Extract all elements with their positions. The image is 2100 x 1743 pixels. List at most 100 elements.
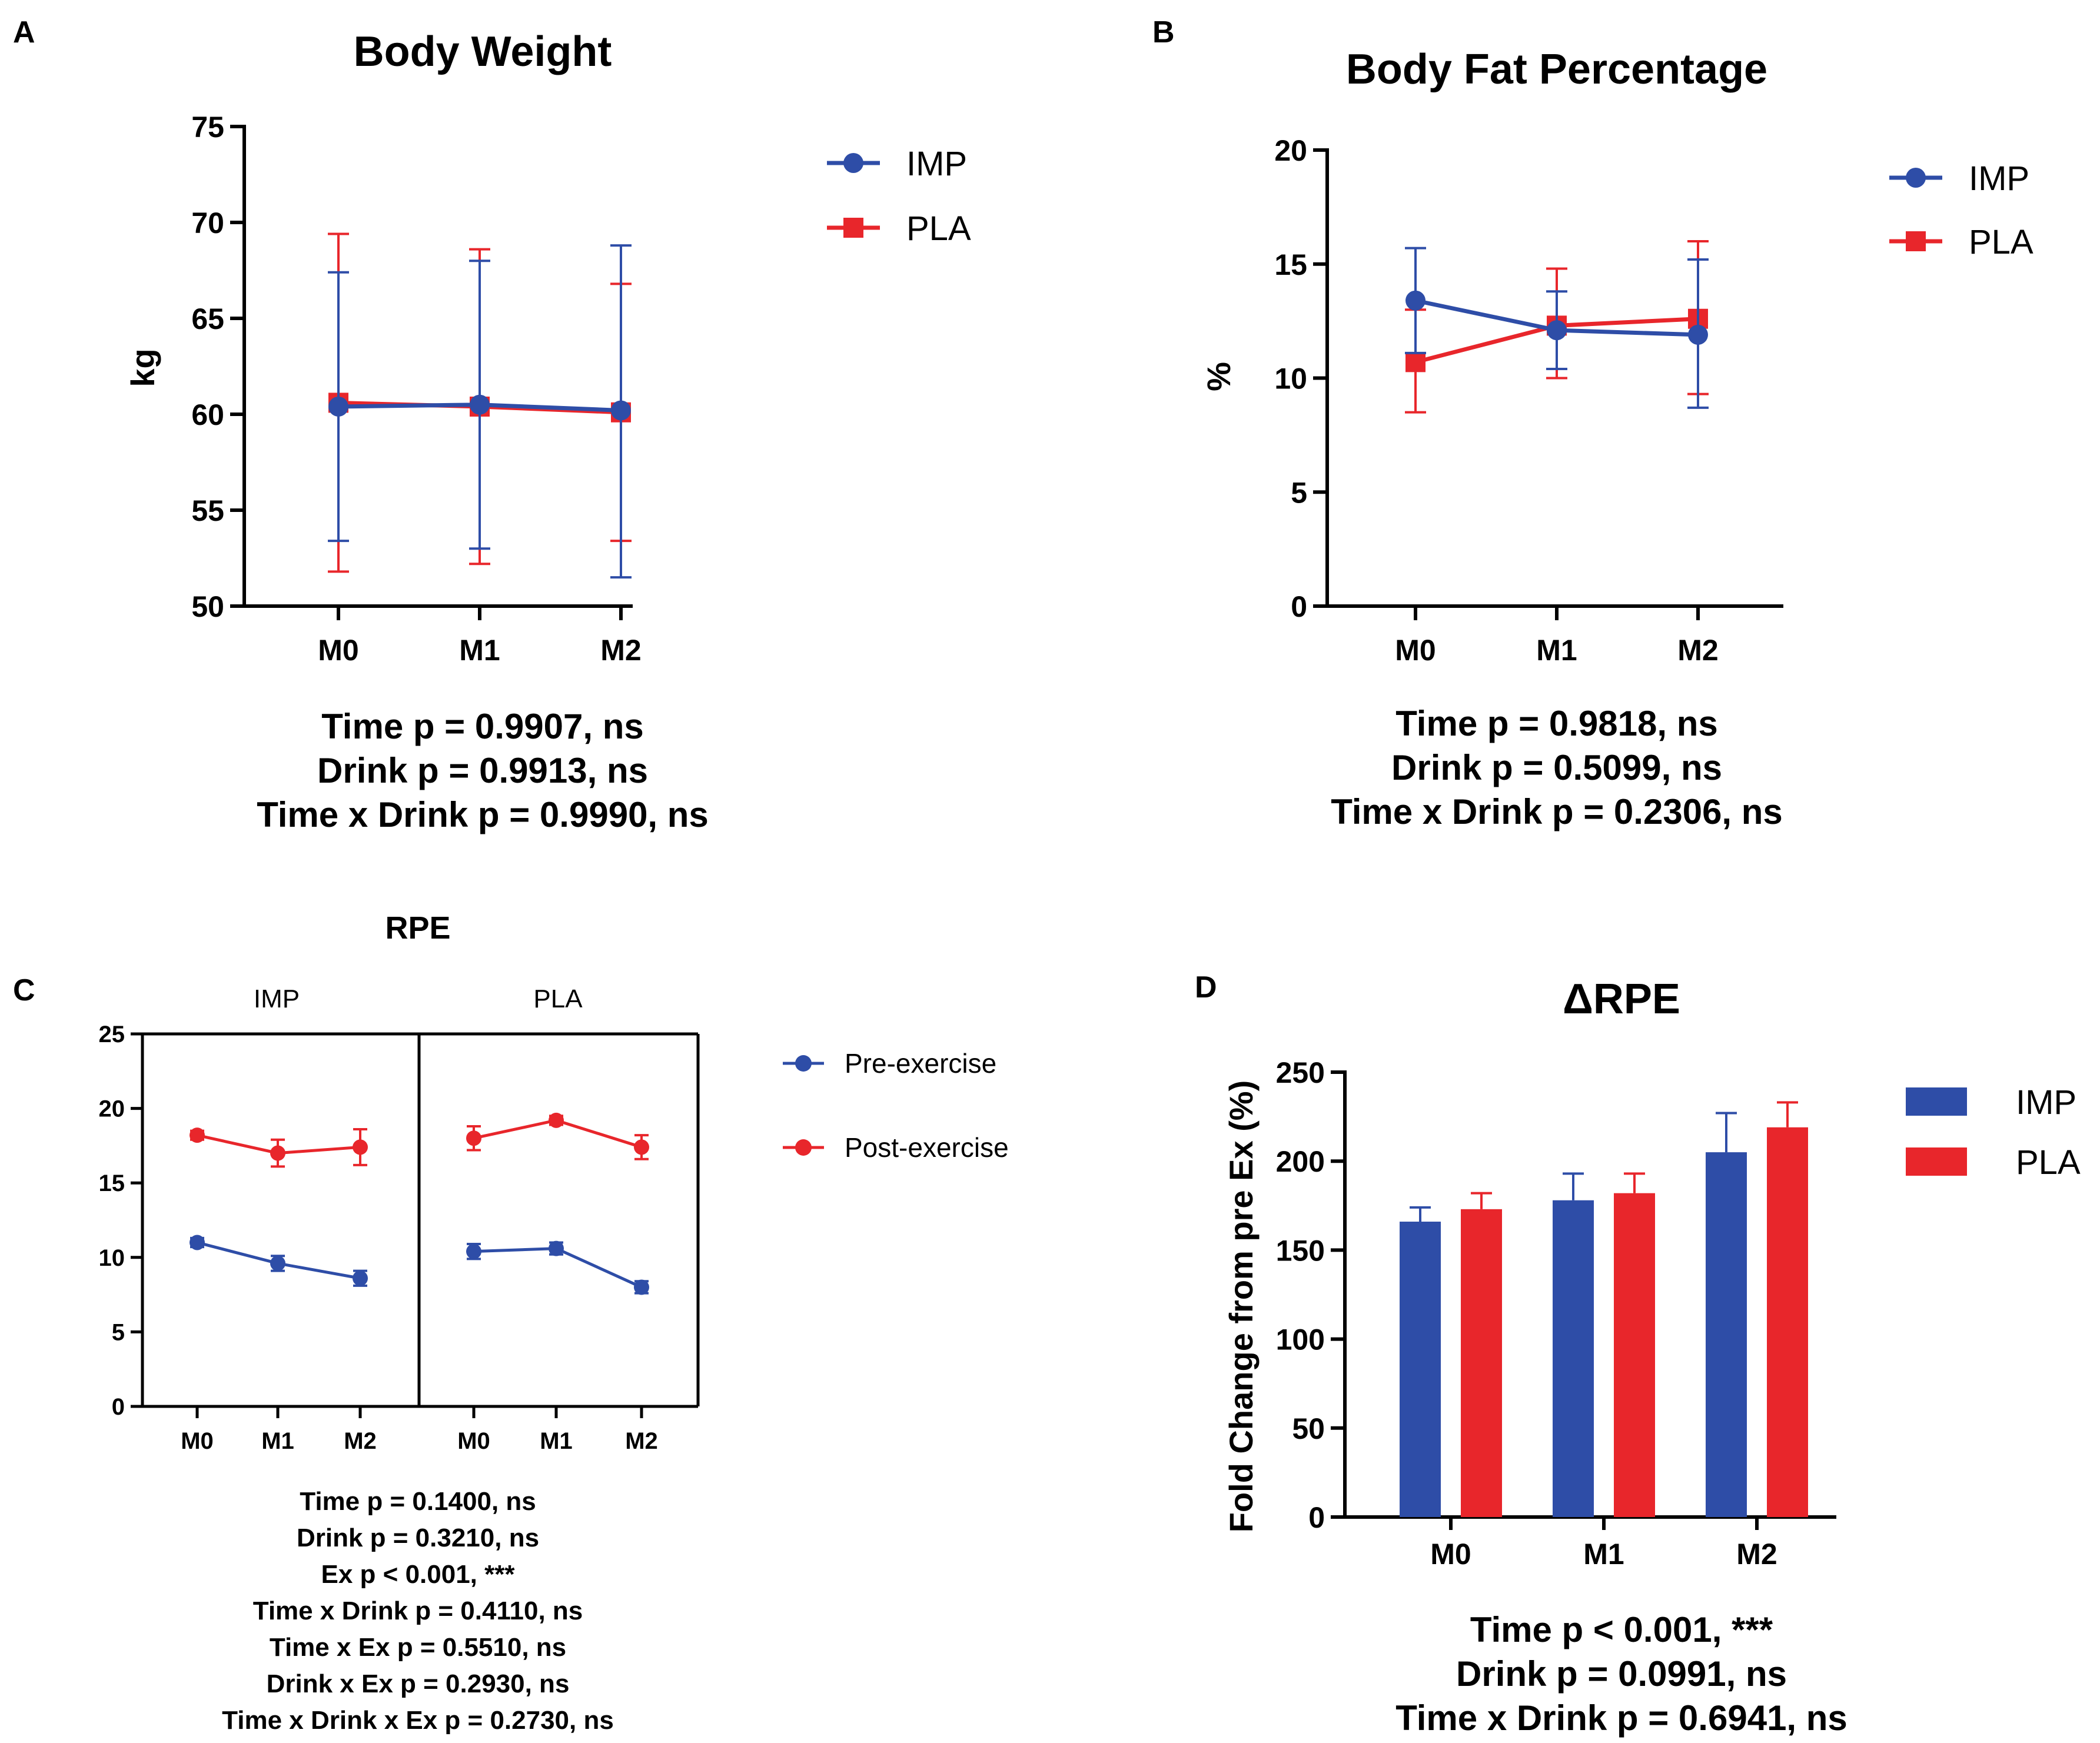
imp-data-point bbox=[611, 400, 631, 421]
imp-bar bbox=[1706, 1152, 1747, 1517]
x-tick-label: M2 bbox=[344, 1428, 377, 1454]
imp-data-point bbox=[328, 396, 348, 417]
pla-bar bbox=[1614, 1193, 1655, 1517]
y-tick-label: 250 bbox=[1276, 1056, 1325, 1089]
panel-letter-c: C bbox=[13, 973, 35, 1007]
panel-a-legend: IMP PLA bbox=[827, 145, 971, 248]
x-tick-label: M0 bbox=[318, 634, 358, 667]
pla-bar bbox=[1767, 1127, 1808, 1517]
panel-d-axes: 0 50 100 150 200 250 M0 M1 M2 bbox=[1276, 1056, 1836, 1571]
panel-letter-d: D bbox=[1195, 970, 1217, 1004]
y-tick-label: 20 bbox=[99, 1096, 125, 1122]
post-exercise-data-point bbox=[190, 1127, 205, 1143]
imp-bar bbox=[1400, 1222, 1441, 1517]
y-tick-label: 25 bbox=[99, 1022, 125, 1047]
imp-data-point bbox=[470, 394, 490, 415]
x-tick-label: M1 bbox=[459, 634, 500, 667]
panel-c-legend: Pre-exercise Post-exercise bbox=[783, 1048, 1009, 1163]
y-tick-label: 60 bbox=[191, 398, 224, 431]
stat-line: Time x Drink p = 0.4110, ns bbox=[253, 1596, 583, 1625]
legend-pla-label: PLA bbox=[906, 209, 971, 248]
stat-line: Time p = 0.9907, ns bbox=[321, 707, 644, 746]
x-tick-label: M1 bbox=[1536, 634, 1577, 667]
panel-d-marks bbox=[1400, 1101, 1808, 1517]
panel-d-stats: Time p < 0.001, *** Drink p = 0.0991, ns… bbox=[1395, 1610, 1848, 1738]
imp-data-point bbox=[1688, 324, 1708, 345]
legend-pla-label: PLA bbox=[2016, 1143, 2081, 1182]
panel-letter-a: A bbox=[13, 15, 35, 49]
x-tick-label: M1 bbox=[540, 1428, 573, 1454]
panel-a-axes: 50 55 60 65 70 75 M0 M1 M2 bbox=[191, 111, 641, 667]
post-exercise-data-point bbox=[549, 1112, 564, 1128]
panel-c-axes: 0 5 10 15 20 25 M0 M1 M2 M0 M1 M2 bbox=[99, 1022, 700, 1454]
panel-b-body-fat: B Body Fat Percentage % 0 5 10 15 20 M0 M1 M2 I… bbox=[1152, 15, 2033, 831]
legend-pre-label: Pre-exercise bbox=[845, 1048, 996, 1079]
legend-pla-marker bbox=[1906, 231, 1926, 251]
y-tick-label: 50 bbox=[191, 590, 224, 623]
y-tick-label: 20 bbox=[1274, 134, 1307, 167]
x-tick-label: M2 bbox=[1677, 634, 1718, 667]
y-tick-label: 0 bbox=[1291, 590, 1307, 623]
facet-label-imp: IMP bbox=[254, 984, 300, 1013]
panel-b-title: Body Fat Percentage bbox=[1346, 46, 1767, 93]
stat-line: Ex p < 0.001, *** bbox=[321, 1560, 516, 1589]
x-tick-label: M2 bbox=[1736, 1538, 1777, 1571]
stat-line: Time p = 0.9818, ns bbox=[1395, 704, 1718, 743]
x-tick-label: M0 bbox=[181, 1428, 214, 1454]
panel-d-title: ΔRPE bbox=[1563, 976, 1680, 1023]
y-tick-label: 5 bbox=[112, 1319, 125, 1345]
panel-a-marks bbox=[328, 232, 632, 579]
y-tick-label: 200 bbox=[1276, 1145, 1325, 1178]
panel-b-axes: 0 5 10 15 20 M0 M1 M2 bbox=[1274, 134, 1783, 667]
x-tick-label: M0 bbox=[1430, 1538, 1471, 1571]
legend-post-label: Post-exercise bbox=[845, 1132, 1009, 1163]
stat-line: Time x Drink p = 0.2306, ns bbox=[1331, 792, 1783, 831]
legend-pla-label: PLA bbox=[1969, 223, 2033, 261]
y-tick-label: 0 bbox=[1308, 1501, 1325, 1534]
stat-line: Drink x Ex p = 0.2930, ns bbox=[267, 1669, 570, 1698]
y-tick-label: 0 bbox=[112, 1394, 125, 1420]
legend-imp-swatch bbox=[1906, 1087, 1967, 1116]
legend-pla-marker bbox=[843, 218, 863, 238]
legend-post-marker bbox=[795, 1139, 812, 1156]
x-tick-label: M2 bbox=[600, 634, 641, 667]
imp-bar bbox=[1553, 1200, 1594, 1517]
post-exercise-data-point bbox=[353, 1139, 368, 1155]
pla-data-point bbox=[1405, 352, 1426, 372]
stat-line: Time x Drink x Ex p = 0.2730, ns bbox=[222, 1706, 614, 1735]
panel-a-stats: Time p = 0.9907, ns Drink p = 0.9913, ns… bbox=[257, 707, 709, 834]
stat-line: Drink p = 0.5099, ns bbox=[1391, 748, 1722, 787]
legend-pre-marker bbox=[795, 1055, 812, 1072]
stat-line: Time x Drink p = 0.6941, ns bbox=[1395, 1698, 1848, 1738]
y-tick-label: 50 bbox=[1292, 1412, 1325, 1445]
y-tick-label: 10 bbox=[1274, 362, 1307, 395]
panel-b-legend: IMP PLA bbox=[1889, 159, 2033, 261]
panel-c-stats: Time p = 0.1400, ns Drink p = 0.3210, ns… bbox=[222, 1487, 614, 1735]
panel-letter-b: B bbox=[1152, 15, 1175, 49]
pre-exercise-data-point bbox=[190, 1235, 205, 1250]
post-exercise-data-point bbox=[466, 1130, 481, 1146]
stat-line: Time x Ex p = 0.5510, ns bbox=[270, 1633, 566, 1662]
stat-line: Time p < 0.001, *** bbox=[1470, 1610, 1773, 1649]
panel-c-title: RPE bbox=[385, 910, 450, 946]
pre-exercise-data-point bbox=[634, 1279, 649, 1295]
pre-exercise-data-point bbox=[549, 1240, 564, 1256]
stat-line: Drink p = 0.9913, ns bbox=[317, 751, 648, 790]
stat-line: Drink p = 0.0991, ns bbox=[1456, 1654, 1787, 1694]
panel-a-title: Body Weight bbox=[354, 28, 612, 75]
post-exercise-data-point bbox=[270, 1145, 285, 1161]
y-tick-label: 15 bbox=[99, 1170, 125, 1196]
legend-imp-marker bbox=[843, 153, 863, 173]
y-tick-label: 10 bbox=[99, 1245, 125, 1271]
pre-exercise-data-point bbox=[466, 1243, 481, 1259]
pla-bar bbox=[1461, 1209, 1502, 1517]
legend-imp-label: IMP bbox=[1969, 159, 2029, 198]
legend-imp-marker bbox=[1906, 168, 1926, 188]
y-tick-label: 15 bbox=[1274, 248, 1307, 281]
panel-b-ylabel: % bbox=[1200, 362, 1237, 391]
facet-label-pla: PLA bbox=[533, 984, 583, 1013]
x-tick-label: M0 bbox=[1395, 634, 1436, 667]
panel-b-stats: Time p = 0.9818, ns Drink p = 0.5099, ns… bbox=[1331, 704, 1783, 831]
y-tick-label: 100 bbox=[1276, 1323, 1325, 1356]
